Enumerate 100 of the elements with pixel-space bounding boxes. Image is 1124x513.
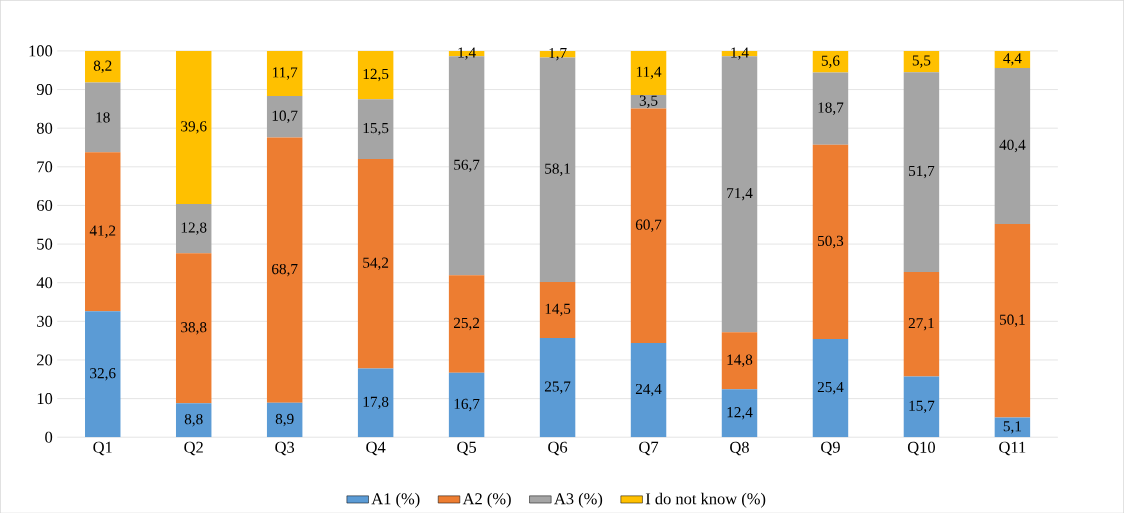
bar [85,311,121,437]
y-tick-label: 20 [37,354,53,366]
bar [903,271,940,377]
data-label: 14,5 [545,303,571,316]
x-tick-label: Q7 [639,441,659,456]
data-label: 5,6 [821,55,840,68]
data-label: 14,8 [727,354,753,367]
data-label: 5,5 [912,55,931,68]
x-tick-label: Q8 [730,441,749,456]
bar [266,137,303,403]
data-label: 39,6 [181,120,207,134]
data-label: 15,7 [909,400,935,413]
bar [175,203,212,254]
data-label: 56,7 [454,159,480,172]
data-label: 11,4 [636,66,662,79]
bar [994,223,1031,418]
bar [448,372,485,437]
bar [721,331,758,390]
bar [266,95,303,138]
data-label: 40,4 [999,139,1026,152]
data-label: 71,4 [727,187,753,201]
bar [448,275,485,373]
data-label: 25,2 [453,317,480,331]
bar [357,158,394,369]
data-label: 18,7 [818,102,844,115]
data-label: 12,5 [363,68,389,82]
data-label: 60,7 [635,219,662,232]
bar [357,50,394,99]
bar [539,281,576,338]
data-label: 50,3 [818,235,844,248]
bar [812,50,849,73]
y-tick-label: 70 [37,161,53,173]
data-label: 5,1 [1003,420,1021,434]
bar [85,50,121,83]
legend-label: A3 (%) [554,492,603,508]
data-label: 12,8 [181,222,207,235]
y-tick-label: 30 [37,315,53,327]
data-label: 24,4 [635,383,662,397]
bar [903,376,940,437]
x-tick-label: Q11 [999,441,1026,456]
x-tick-label: Q10 [907,441,935,456]
data-label: 38,8 [181,321,207,335]
y-tick-label: 0 [45,431,53,443]
bar [994,417,1031,437]
y-tick-label: 60 [37,199,53,211]
bar [994,50,1031,68]
bar [630,50,667,95]
bar [175,253,212,404]
y-tick-label: 90 [36,83,53,95]
y-tick-label: 100 [29,45,53,57]
data-label: 18 [96,112,110,123]
x-tick-label: Q9 [821,441,840,456]
data-label: 8,8 [184,413,203,427]
bar [721,389,758,437]
bar [994,67,1031,224]
data-label: 4,4 [1003,53,1022,66]
bar [630,108,667,343]
data-label: 25,7 [544,381,571,394]
data-label: 58,1 [545,163,570,176]
data-label: 8,9 [275,413,294,427]
data-label: 32,6 [90,367,116,381]
data-label: 10,7 [272,110,298,123]
bar [812,72,849,145]
bar [630,342,667,437]
y-tick-label: 80 [36,122,53,134]
data-label: 25,4 [817,381,844,395]
x-tick-label: Q2 [184,441,203,456]
bar [175,50,212,204]
bar [266,50,303,96]
data-label: 12,4 [727,406,753,420]
data-label: 51,7 [909,165,935,178]
data-label: 15,5 [363,122,389,136]
x-tick-label: Q5 [457,441,477,456]
data-label: 11,7 [272,67,298,80]
bar [266,402,303,437]
bar [85,151,121,312]
bar [357,98,394,159]
data-label: 27,1 [908,317,934,331]
bar [85,82,121,152]
y-tick-label: 40 [36,276,53,289]
y-tick-label: 10 [37,392,53,404]
legend-label: I do not know (%) [645,492,766,508]
data-label: 8,2 [93,60,112,73]
x-tick-label: Q1 [93,441,112,456]
data-label: 16,7 [454,398,480,411]
data-label: 50,1 [999,314,1025,327]
bar [357,368,394,437]
x-tick-label: Q3 [275,441,295,456]
data-label: 41,2 [89,225,116,238]
data-label: 54,2 [363,257,389,270]
bar [812,144,849,339]
x-tick-label: Q6 [548,441,568,456]
data-label: 3,5 [639,95,658,108]
bar [175,403,212,437]
legend-label: A2 (%) [462,492,511,508]
bar [903,71,940,272]
bar [812,338,849,437]
x-tick-label: Q4 [366,441,386,456]
y-tick-label: 50 [37,238,53,250]
data-label: 68,7 [272,263,298,277]
